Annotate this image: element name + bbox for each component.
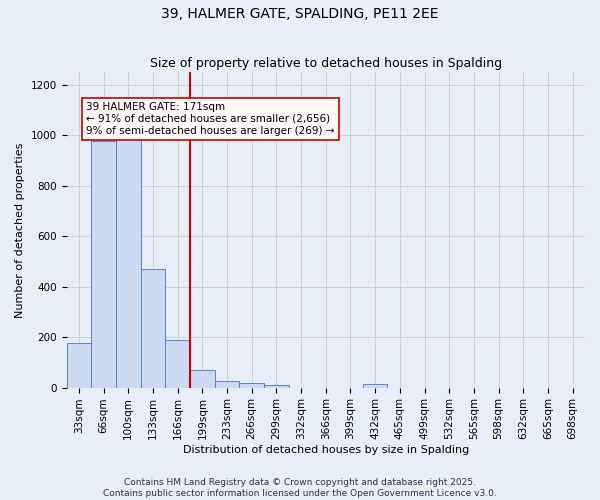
Title: Size of property relative to detached houses in Spalding: Size of property relative to detached ho… [150, 56, 502, 70]
Bar [140, 269, 165, 388]
Bar [239, 382, 264, 388]
Bar [165, 340, 190, 388]
Text: 39 HALMER GATE: 171sqm
← 91% of detached houses are smaller (2,656)
9% of semi-d: 39 HALMER GATE: 171sqm ← 91% of detached… [86, 102, 335, 136]
Bar [264, 384, 289, 388]
Bar [190, 370, 215, 388]
Text: Contains HM Land Registry data © Crown copyright and database right 2025.
Contai: Contains HM Land Registry data © Crown c… [103, 478, 497, 498]
Text: 39, HALMER GATE, SPALDING, PE11 2EE: 39, HALMER GATE, SPALDING, PE11 2EE [161, 8, 439, 22]
Bar [91, 142, 116, 388]
Bar [116, 132, 140, 388]
Bar [363, 384, 388, 388]
Bar [215, 380, 239, 388]
X-axis label: Distribution of detached houses by size in Spalding: Distribution of detached houses by size … [182, 445, 469, 455]
Bar [67, 344, 91, 388]
Y-axis label: Number of detached properties: Number of detached properties [15, 142, 25, 318]
